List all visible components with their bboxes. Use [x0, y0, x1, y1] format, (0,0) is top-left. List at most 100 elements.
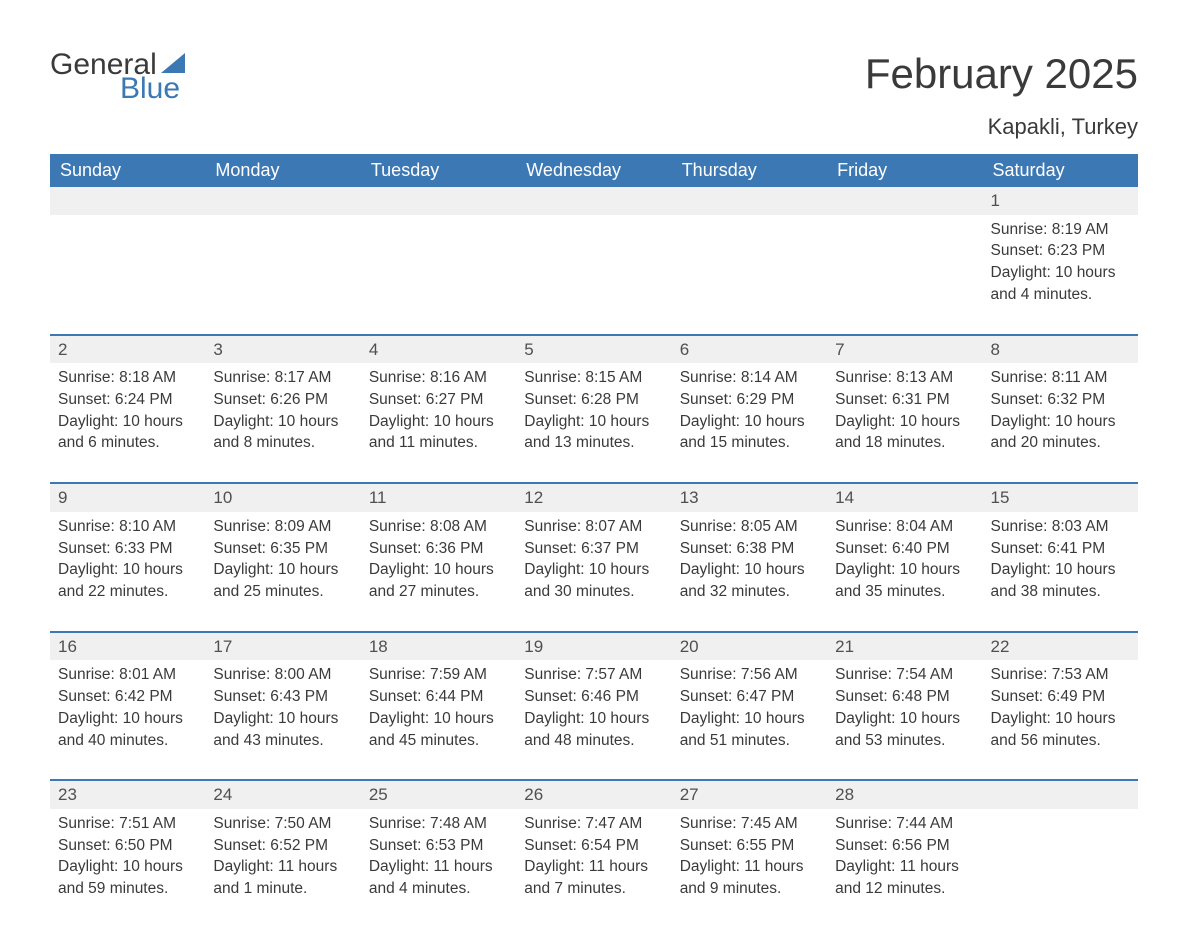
day-number-cell — [672, 187, 827, 215]
sunrise-text: Sunrise: 8:10 AM — [58, 516, 197, 538]
daylight-text: Daylight: 10 hours and 30 minutes. — [524, 559, 663, 602]
day-number-cell — [361, 187, 516, 215]
sunset-text: Sunset: 6:50 PM — [58, 835, 197, 857]
weekday-header-row: SundayMondayTuesdayWednesdayThursdayFrid… — [50, 154, 1138, 187]
day-cell: Sunrise: 7:44 AMSunset: 6:56 PMDaylight:… — [827, 809, 982, 928]
day-cell: Sunrise: 8:19 AMSunset: 6:23 PMDaylight:… — [983, 215, 1138, 334]
day-number — [827, 187, 982, 215]
title-block: February 2025 Kapakli, Turkey — [865, 50, 1138, 140]
day-number: 4 — [361, 334, 516, 364]
weekday-header: Friday — [827, 154, 982, 187]
day-number: 27 — [672, 779, 827, 809]
day-number: 16 — [50, 631, 205, 661]
weekday-header: Tuesday — [361, 154, 516, 187]
logo: General Blue — [50, 50, 189, 104]
day-number: 9 — [50, 482, 205, 512]
day-details: Sunrise: 8:07 AMSunset: 6:37 PMDaylight:… — [516, 512, 671, 603]
sunrise-text: Sunrise: 7:53 AM — [991, 664, 1130, 686]
sunset-text: Sunset: 6:32 PM — [991, 389, 1130, 411]
week-body-row: Sunrise: 8:18 AMSunset: 6:24 PM Daylight:… — [50, 363, 1138, 482]
day-details: Sunrise: 7:57 AMSunset: 6:46 PMDaylight:… — [516, 660, 671, 751]
day-number: 14 — [827, 482, 982, 512]
day-cell: Sunrise: 7:45 AMSunset: 6:55 PMDaylight:… — [672, 809, 827, 928]
day-cell: Sunrise: 8:14 AMSunset: 6:29 PMDaylight:… — [672, 363, 827, 482]
sunrise-text: Sunrise: 8:18 AM — [58, 367, 197, 389]
day-cell: Sunrise: 8:07 AMSunset: 6:37 PMDaylight:… — [516, 512, 671, 631]
calendar-page: General Blue February 2025 Kapakli, Turk… — [0, 0, 1188, 918]
day-cell: Sunrise: 8:13 AMSunset: 6:31 PMDaylight:… — [827, 363, 982, 482]
day-number: 22 — [983, 631, 1138, 661]
day-cell — [827, 215, 982, 334]
week-daynum-row: 232425262728 — [50, 779, 1138, 809]
day-number — [361, 187, 516, 215]
day-details: Sunrise: 8:13 AMSunset: 6:31 PMDaylight:… — [827, 363, 982, 454]
day-number-cell: 20 — [672, 631, 827, 661]
day-cell: Sunrise: 7:48 AMSunset: 6:53 PMDaylight:… — [361, 809, 516, 928]
sunrise-text: Sunrise: 7:47 AM — [524, 813, 663, 835]
day-number-cell: 13 — [672, 482, 827, 512]
weekday-header: Monday — [205, 154, 360, 187]
day-details: Sunrise: 7:54 AMSunset: 6:48 PMDaylight:… — [827, 660, 982, 751]
sunset-text: Sunset: 6:28 PM — [524, 389, 663, 411]
sunset-text: Sunset: 6:46 PM — [524, 686, 663, 708]
day-cell: Sunrise: 8:05 AMSunset: 6:38 PMDaylight:… — [672, 512, 827, 631]
sunset-text: Sunset: 6:31 PM — [835, 389, 974, 411]
daylight-text: Daylight: 10 hours and 25 minutes. — [213, 559, 352, 602]
day-details: Sunrise: 7:51 AMSunset: 6:50 PMDaylight:… — [50, 809, 205, 900]
day-number: 11 — [361, 482, 516, 512]
daylight-text: Daylight: 10 hours and 15 minutes. — [680, 411, 819, 454]
day-cell — [516, 215, 671, 334]
day-cell: Sunrise: 8:09 AMSunset: 6:35 PMDaylight:… — [205, 512, 360, 631]
week-body-row: Sunrise: 8:10 AMSunset: 6:33 PMDaylight:… — [50, 512, 1138, 631]
week-daynum-row: 16171819202122 — [50, 631, 1138, 661]
day-details — [516, 215, 671, 219]
day-cell: Sunrise: 8:01 AMSunset: 6:42 PMDaylight:… — [50, 660, 205, 779]
day-cell: Sunrise: 7:56 AMSunset: 6:47 PMDaylight:… — [672, 660, 827, 779]
day-number-cell: 6 — [672, 334, 827, 364]
sunset-text: Sunset: 6:37 PM — [524, 538, 663, 560]
daylight-text: Daylight: 10 hours and 43 minutes. — [213, 708, 352, 751]
day-details: Sunrise: 8:08 AMSunset: 6:36 PMDaylight:… — [361, 512, 516, 603]
sunset-text: Sunset: 6:36 PM — [369, 538, 508, 560]
sunrise-text: Sunrise: 8:16 AM — [369, 367, 508, 389]
day-cell: Sunrise: 7:50 AMSunset: 6:52 PMDaylight:… — [205, 809, 360, 928]
day-details: Sunrise: 7:48 AMSunset: 6:53 PMDaylight:… — [361, 809, 516, 900]
day-number: 24 — [205, 779, 360, 809]
sunset-text: Sunset: 6:48 PM — [835, 686, 974, 708]
day-number-cell: 4 — [361, 334, 516, 364]
daylight-text: Daylight: 10 hours and 53 minutes. — [835, 708, 974, 751]
week-daynum-row: 9101112131415 — [50, 482, 1138, 512]
sunrise-text: Sunrise: 8:17 AM — [213, 367, 352, 389]
sunrise-text: Sunrise: 8:15 AM — [524, 367, 663, 389]
day-number-cell: 27 — [672, 779, 827, 809]
day-details — [361, 215, 516, 219]
daylight-text: Daylight: 10 hours and 40 minutes. — [58, 708, 197, 751]
daylight-text: Daylight: 10 hours and 51 minutes. — [680, 708, 819, 751]
day-number-cell: 24 — [205, 779, 360, 809]
sunset-text: Sunset: 6:55 PM — [680, 835, 819, 857]
week-body-row: Sunrise: 8:01 AMSunset: 6:42 PMDaylight:… — [50, 660, 1138, 779]
sunrise-text: Sunrise: 8:11 AM — [991, 367, 1130, 389]
day-cell: Sunrise: 8:00 AMSunset: 6:43 PMDaylight:… — [205, 660, 360, 779]
day-details: Sunrise: 8:17 AMSunset: 6:26 PMDaylight:… — [205, 363, 360, 454]
day-cell: Sunrise: 8:11 AMSunset: 6:32 PMDaylight:… — [983, 363, 1138, 482]
day-number-cell: 21 — [827, 631, 982, 661]
daylight-text: Daylight: 11 hours and 4 minutes. — [369, 856, 508, 899]
day-number-cell: 7 — [827, 334, 982, 364]
day-details: Sunrise: 8:19 AMSunset: 6:23 PMDaylight:… — [983, 215, 1138, 306]
daylight-text: Daylight: 10 hours and 8 minutes. — [213, 411, 352, 454]
day-number-cell — [205, 187, 360, 215]
day-cell — [205, 215, 360, 334]
day-cell — [361, 215, 516, 334]
day-cell: Sunrise: 8:17 AMSunset: 6:26 PMDaylight:… — [205, 363, 360, 482]
day-number — [50, 187, 205, 215]
sunset-text: Sunset: 6:24 PM — [58, 389, 197, 411]
day-number-cell: 16 — [50, 631, 205, 661]
day-number: 5 — [516, 334, 671, 364]
day-details — [827, 215, 982, 219]
sunrise-text: Sunrise: 8:07 AM — [524, 516, 663, 538]
day-cell: Sunrise: 7:57 AMSunset: 6:46 PMDaylight:… — [516, 660, 671, 779]
day-cell: Sunrise: 8:04 AMSunset: 6:40 PMDaylight:… — [827, 512, 982, 631]
day-details: Sunrise: 8:10 AMSunset: 6:33 PMDaylight:… — [50, 512, 205, 603]
day-number: 6 — [672, 334, 827, 364]
